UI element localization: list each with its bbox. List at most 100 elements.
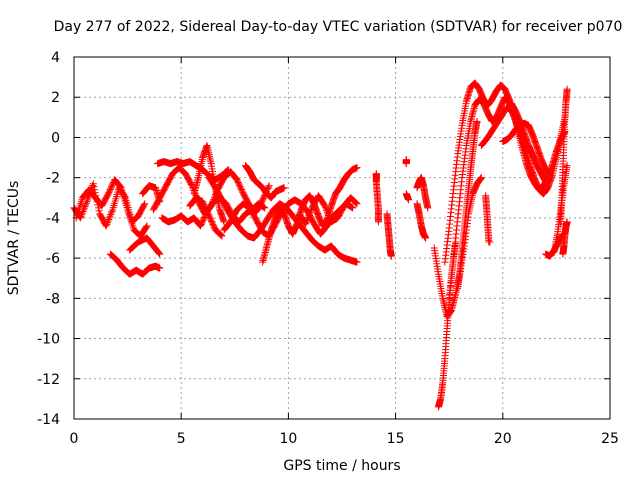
data-point — [105, 215, 113, 223]
data-point — [218, 232, 226, 240]
series-t33 — [559, 218, 571, 258]
data-point — [353, 258, 361, 266]
data-point — [324, 210, 332, 218]
data-point — [321, 202, 329, 210]
y-tick-label: 4 — [51, 50, 60, 66]
data-point — [563, 162, 571, 170]
data-point — [154, 248, 162, 256]
y-tick-labels: -14 -12 -10 -8 -6 -4 -2 0 2 4 — [37, 50, 60, 428]
x-tick-label: 20 — [494, 431, 512, 447]
series-t2 — [106, 250, 164, 278]
y-tick-label: -14 — [37, 412, 60, 428]
data-point — [563, 85, 571, 93]
series-t27 — [482, 192, 494, 246]
y-tick-label: 2 — [51, 90, 60, 106]
data-point — [325, 211, 333, 219]
data-point — [305, 212, 313, 220]
x-tick-labels: 0 5 10 15 20 25 — [70, 431, 619, 447]
data-point — [104, 217, 112, 225]
data-point — [107, 211, 115, 219]
data-point — [142, 223, 150, 231]
data-point — [486, 238, 494, 246]
data-point — [89, 182, 97, 190]
y-tick-label: -2 — [46, 171, 60, 187]
data-points — [70, 79, 571, 411]
data-point — [387, 252, 395, 260]
data-point — [264, 183, 272, 191]
x-axis-label: GPS time / hours — [283, 458, 400, 474]
chart-title: Day 277 of 2022, Sidereal Day-to-day VTE… — [54, 19, 623, 35]
series-t17 — [402, 156, 410, 168]
series-t16 — [383, 210, 395, 260]
x-tick-label: 25 — [601, 431, 619, 447]
data-point — [302, 218, 310, 226]
data-point — [103, 220, 111, 228]
data-point — [542, 178, 550, 186]
y-tick-label: 0 — [51, 130, 60, 146]
data-point — [90, 183, 98, 191]
data-point — [217, 231, 225, 239]
series-t13 — [259, 164, 361, 266]
y-axis-label: SDTVAR / TECUs — [6, 181, 22, 296]
data-point — [306, 209, 314, 217]
data-point — [280, 184, 288, 192]
data-point — [325, 213, 333, 221]
data-point — [102, 222, 110, 230]
data-point — [140, 201, 148, 209]
data-point — [106, 212, 114, 220]
data-point — [224, 166, 232, 174]
series-t9 — [186, 194, 226, 240]
data-point — [563, 218, 571, 226]
data-point — [261, 204, 269, 212]
series-t32 — [557, 85, 571, 228]
y-tick-label: -8 — [46, 291, 60, 307]
series-t3 — [126, 234, 164, 258]
series-t12 — [242, 162, 288, 202]
data-point — [305, 210, 313, 218]
data-point — [217, 231, 225, 239]
data-point — [303, 217, 311, 225]
data-point — [402, 160, 410, 168]
series-t15 — [372, 170, 382, 226]
series-t25 — [454, 117, 481, 292]
series-t14 — [295, 192, 361, 228]
data-point — [353, 164, 361, 172]
data-point — [117, 183, 125, 191]
data-point — [323, 208, 331, 216]
data-point — [352, 199, 360, 207]
data-point — [223, 167, 231, 175]
data-point — [81, 203, 89, 211]
data-point — [303, 215, 311, 223]
series-t29 — [507, 99, 550, 186]
x-tick-label: 0 — [70, 431, 79, 447]
y-tick-label: -4 — [46, 211, 60, 227]
data-point — [78, 211, 86, 219]
data-point — [352, 199, 360, 207]
y-tick-label: -6 — [46, 251, 60, 267]
data-point — [477, 174, 485, 182]
data-point — [307, 207, 315, 215]
data-point — [82, 201, 90, 209]
data-point — [105, 214, 113, 222]
data-point — [116, 182, 124, 190]
x-tick-label: 15 — [387, 431, 405, 447]
data-point — [224, 166, 232, 174]
series-t18 — [402, 190, 412, 204]
data-point — [304, 213, 312, 221]
data-point — [156, 250, 164, 258]
data-point — [322, 205, 330, 213]
data-point — [422, 234, 430, 242]
data-point — [546, 172, 554, 180]
data-point — [353, 200, 361, 208]
y-tick-label: -12 — [37, 372, 60, 388]
data-point — [323, 207, 331, 215]
series-t20 — [413, 200, 430, 242]
data-point — [78, 209, 86, 217]
data-point — [155, 249, 163, 257]
data-point — [107, 209, 115, 217]
data-point — [89, 180, 97, 188]
data-point — [156, 264, 164, 272]
data-point — [103, 219, 111, 227]
